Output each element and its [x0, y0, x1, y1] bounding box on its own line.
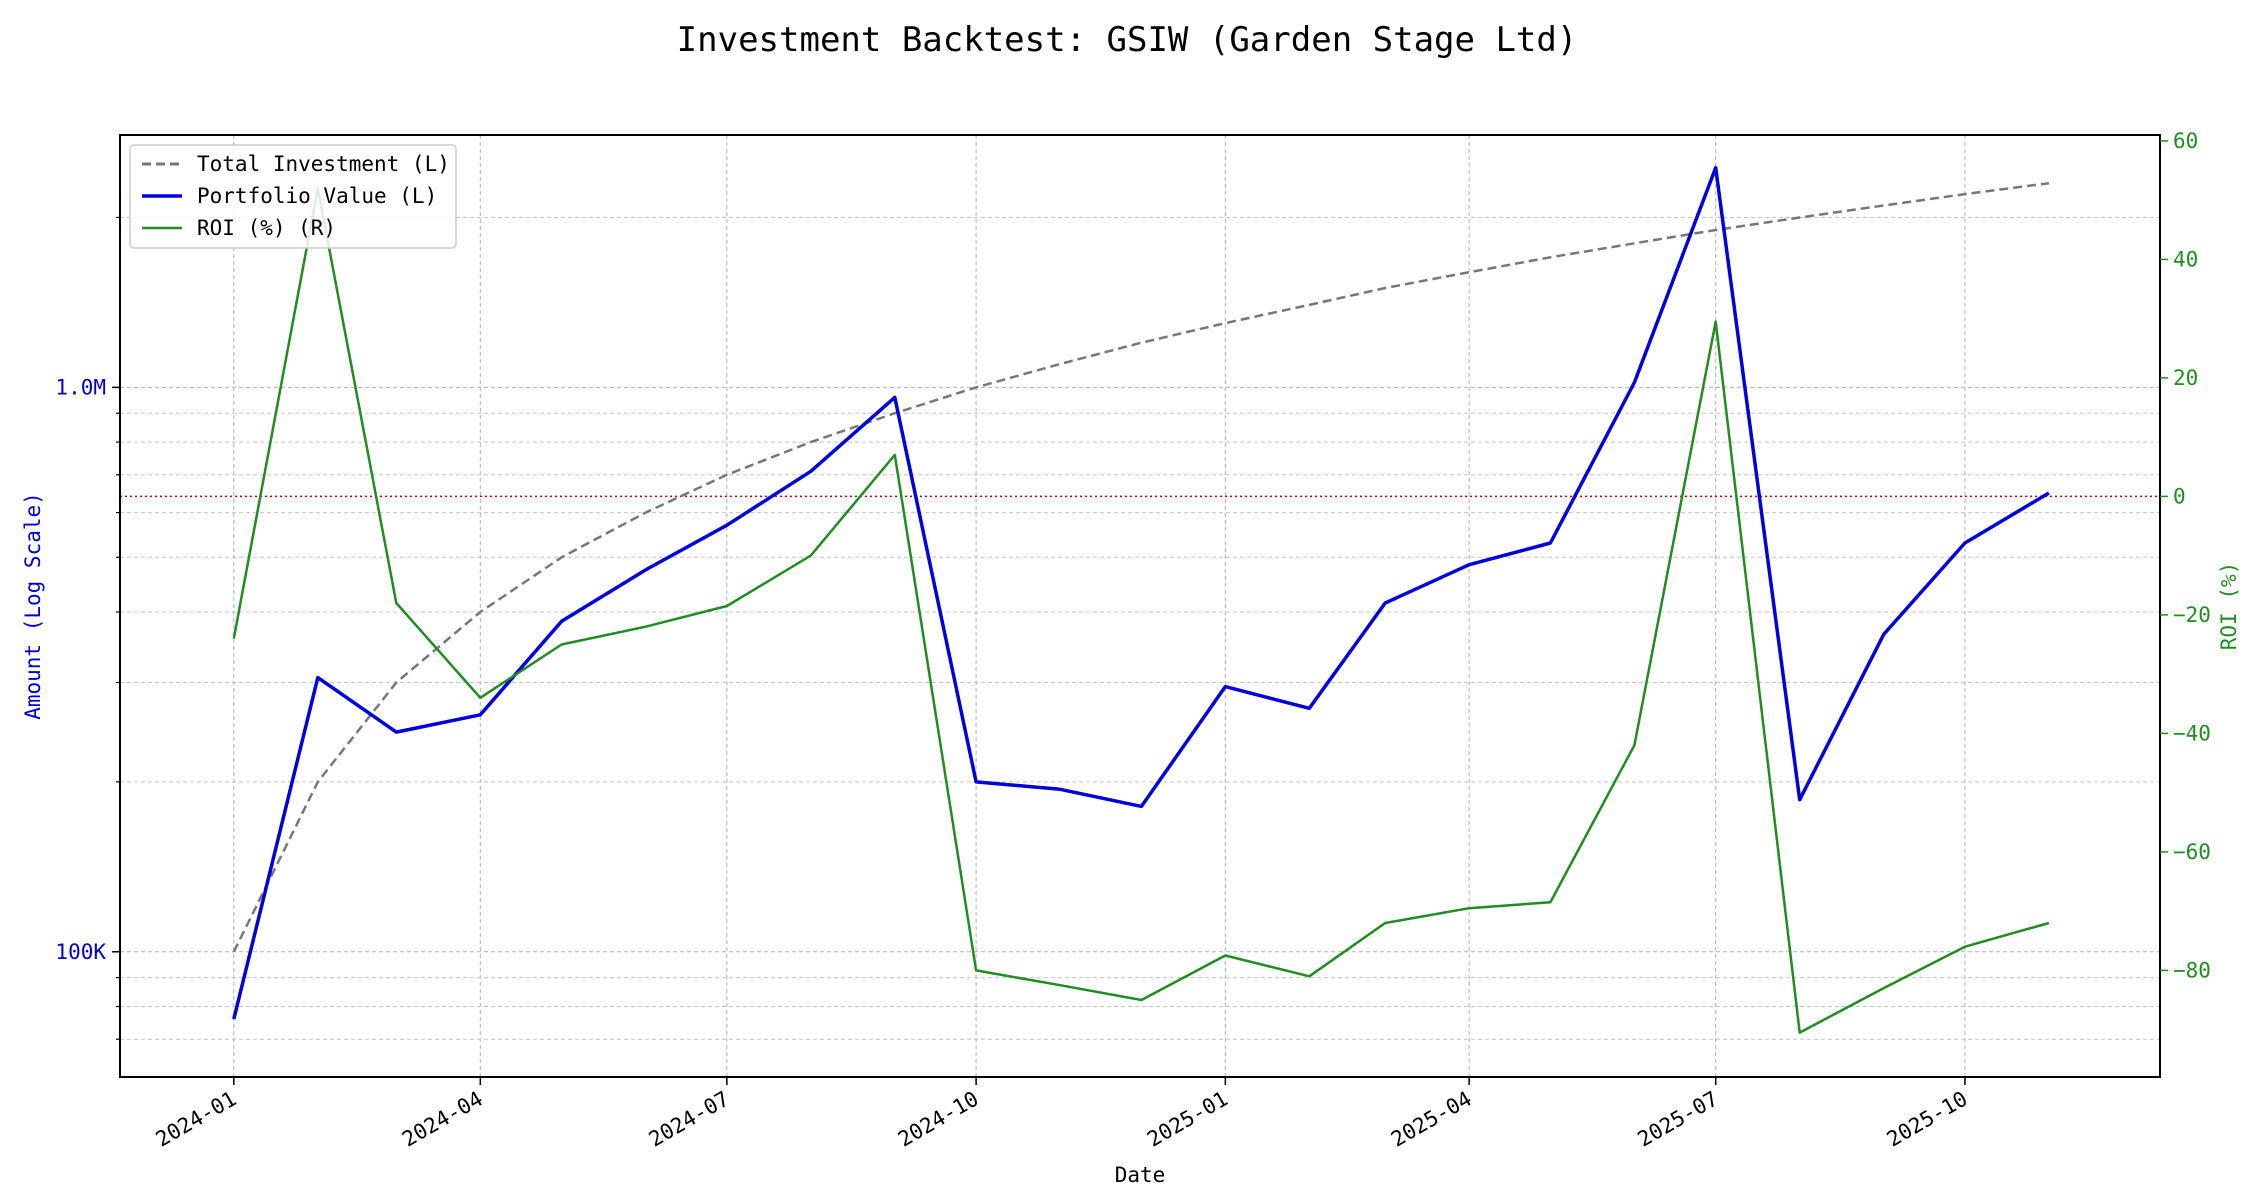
plot-frame [119, 134, 2161, 1078]
portfolio-value-line [232, 165, 2050, 1020]
legend-box [129, 144, 457, 249]
left-tick-label: 1.0M [55, 375, 106, 399]
legend-label-portfolio-value: Portfolio Value (L) [197, 184, 437, 208]
right-tick-label: 20 [2173, 366, 2198, 390]
legend-label-total-investment: Total Investment (L) [197, 152, 450, 176]
right-tick-label: −20 [2173, 603, 2211, 627]
right-tick-label: −80 [2173, 958, 2211, 982]
right-tick-label: −60 [2173, 840, 2211, 864]
total-investment-line [232, 181, 2050, 953]
legend: Total Investment (L) Portfolio Value (L)… [129, 144, 457, 249]
roi-line [232, 187, 2050, 1034]
left-axis-label: Amount (Log Scale) [21, 492, 45, 720]
right-axis-label: ROI (%) [2217, 562, 2241, 651]
x-axis-label: Date [1115, 1163, 1166, 1187]
chart-title: Investment Backtest: GSIW (Garden Stage … [677, 20, 1578, 60]
series-lines [232, 165, 2050, 1034]
grid-lines [120, 135, 2160, 1077]
legend-label-roi: ROI (%) (R) [197, 216, 336, 240]
left-axis-ticks: 100K 1.0M [55, 216, 120, 1040]
right-tick-label: 40 [2173, 247, 2198, 271]
right-tick-label: −40 [2173, 721, 2211, 745]
right-axis-ticks: −80 −60 −40 −20 0 20 40 60 [2160, 129, 2211, 982]
left-tick-label: 100K [55, 940, 106, 964]
right-tick-label: 0 [2173, 484, 2186, 508]
right-tick-label: 60 [2173, 129, 2198, 153]
